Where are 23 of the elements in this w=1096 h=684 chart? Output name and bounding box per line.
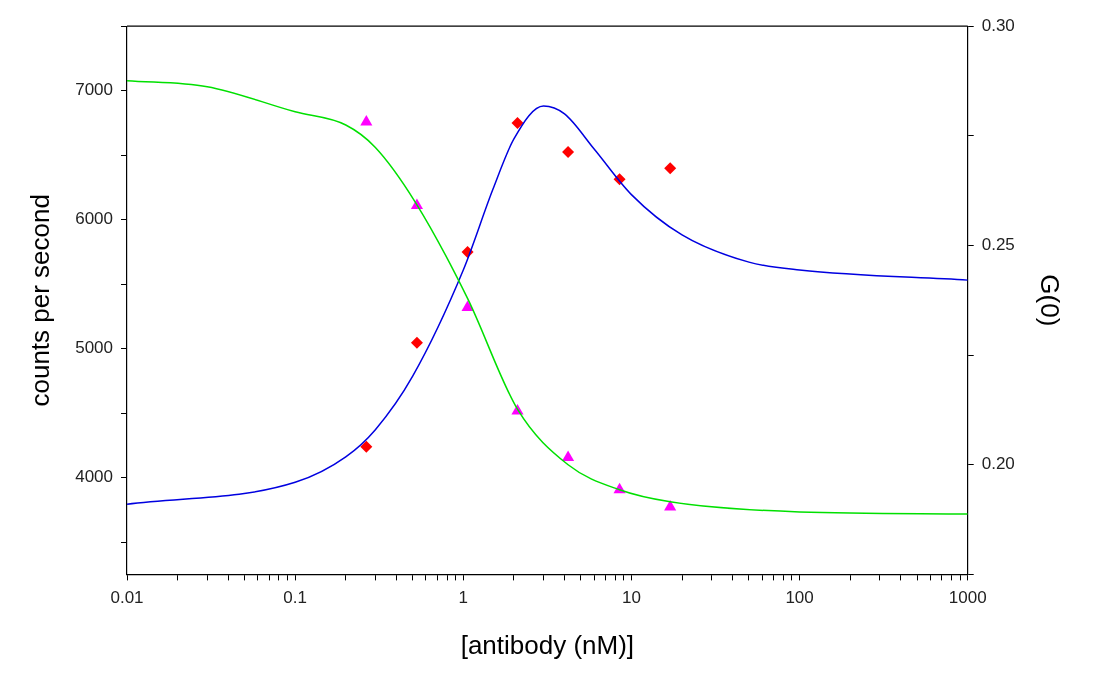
- y2-tick-label: 0.30: [981, 15, 1015, 35]
- point: [562, 450, 575, 462]
- x-tick-label: 1: [458, 588, 469, 608]
- point: [360, 440, 373, 453]
- y-tick-label: 4000: [75, 467, 114, 487]
- point: [511, 117, 524, 130]
- y-tick-label: 7000: [75, 80, 114, 100]
- point: [410, 336, 423, 349]
- y-tick-label: 6000: [75, 209, 114, 229]
- point: [664, 162, 677, 175]
- point: [360, 114, 373, 126]
- x-axis-title: [antibody (nM)]: [460, 629, 635, 660]
- y-axis-title: counts per second: [24, 194, 55, 407]
- x-tick-label: 0.1: [283, 588, 307, 608]
- y2-tick-label: 0.20: [981, 454, 1015, 474]
- point: [562, 146, 575, 159]
- y2-tick-label: 0.25: [981, 235, 1015, 255]
- y-tick-label: 5000: [75, 338, 114, 358]
- x-tick-label: 10: [621, 588, 641, 608]
- y2-axis-title: G(0): [1035, 274, 1066, 327]
- x-tick-label: 0.01: [110, 588, 144, 608]
- x-tick-label: 100: [785, 588, 814, 608]
- x-tick-label: 1000: [948, 588, 987, 608]
